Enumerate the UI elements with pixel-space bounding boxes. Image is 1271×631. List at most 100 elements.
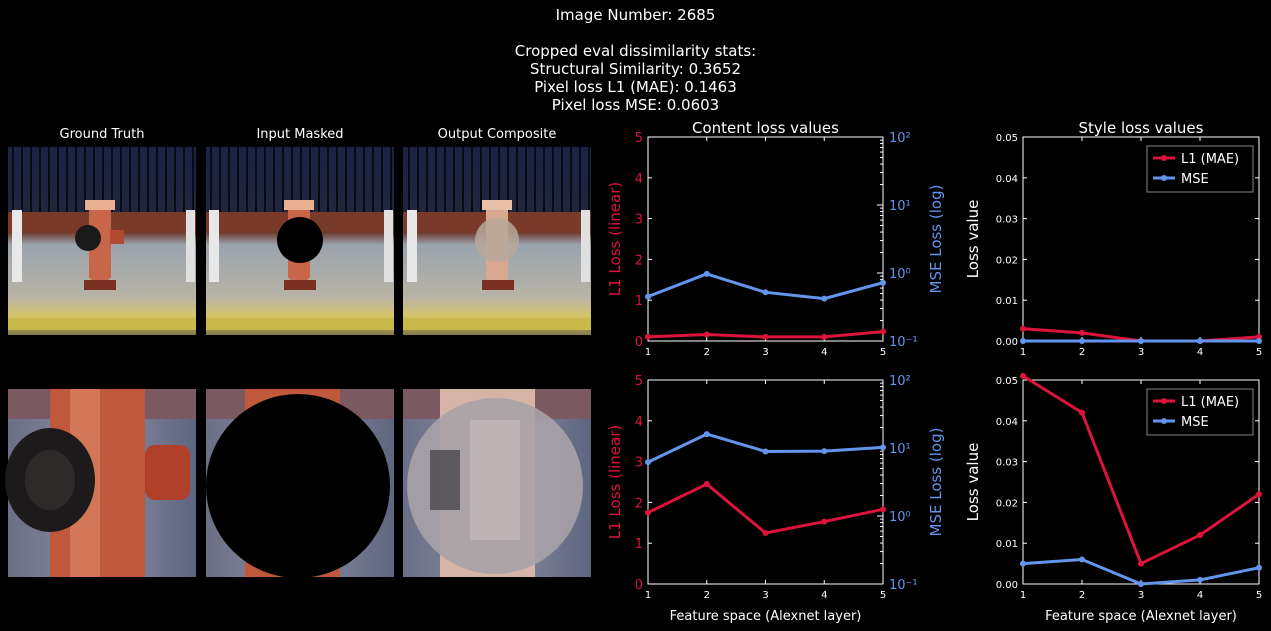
y-tick-label: 0.05	[996, 376, 1018, 387]
l1-data-point	[762, 530, 769, 536]
x-tick-label: 1	[1020, 590, 1026, 601]
y-axis-label: Loss value	[964, 200, 982, 279]
mse-data-point	[703, 431, 710, 438]
x-tick-label: 5	[880, 347, 886, 358]
mse-data-point	[821, 295, 828, 302]
y-tick-label: 2	[635, 496, 643, 511]
y-tick-label: 0.04	[996, 417, 1018, 428]
mse-data-point	[762, 289, 769, 296]
mse-data-point	[821, 448, 828, 455]
x-axis-label: Feature space (Alexnet layer)	[670, 609, 862, 624]
y-tick-label: 3	[635, 456, 643, 471]
legend-marker	[1161, 175, 1167, 181]
mse-data-point	[703, 270, 710, 277]
l1-data-point	[703, 331, 710, 338]
y-right-axis-label: MSE Loss (log)	[927, 428, 945, 537]
l1-data-point	[703, 481, 710, 488]
suptitle-line: Structural Similarity: 0.3652	[529, 60, 742, 78]
mse-data-point	[1138, 581, 1144, 587]
l1-data-point	[880, 506, 886, 513]
y-tick-label: 1	[635, 294, 643, 309]
legend-label: MSE	[1181, 415, 1209, 430]
l1-data-point	[821, 518, 828, 525]
y-axis-label: Loss value	[964, 443, 982, 522]
l1-data-point	[645, 333, 651, 340]
mse-data-point	[1020, 338, 1026, 344]
legend-marker	[1161, 418, 1167, 424]
figure-suptitle: Image Number: 2685 Cropped eval dissimil…	[0, 6, 1271, 114]
x-axis-label: Feature space (Alexnet layer)	[1045, 609, 1237, 624]
x-tick-label: 1	[645, 590, 651, 601]
y-tick-label: 5	[635, 131, 643, 146]
l1-data-point	[762, 333, 769, 340]
mse-data-point	[1138, 338, 1144, 344]
x-tick-label: 4	[821, 347, 827, 358]
y-tick-label: 0.03	[996, 215, 1018, 226]
y-right-tick-label: 10⁻¹	[889, 335, 918, 350]
x-tick-label: 3	[1138, 590, 1144, 601]
y-tick-label: 3	[635, 213, 643, 228]
l1-data-point	[1138, 560, 1144, 567]
mse-data-point	[1197, 576, 1203, 583]
plot-frame	[647, 136, 884, 342]
l1-data-point	[1079, 329, 1085, 336]
legend-marker	[1161, 155, 1167, 161]
y-tick-label: 0.00	[996, 580, 1018, 591]
y-tick-label: 0.03	[996, 458, 1018, 469]
x-tick-label: 4	[1197, 347, 1203, 358]
y-tick-label: 2	[635, 253, 643, 268]
y-tick-label: 0.02	[996, 498, 1018, 509]
mse-data-point	[1256, 338, 1262, 344]
y-tick-label: 0.00	[996, 337, 1018, 348]
suptitle-line: Cropped eval dissimilarity stats:	[514, 42, 757, 60]
x-tick-label: 3	[762, 347, 768, 358]
y-tick-label: 0	[635, 335, 643, 350]
y-right-tick-label: 10⁰	[889, 510, 911, 525]
y-right-tick-label: 10²	[889, 374, 911, 389]
suptitle-line: Pixel loss L1 (MAE): 0.1463	[534, 78, 737, 96]
mse-data-point	[645, 459, 651, 466]
l1-data-point	[1256, 491, 1262, 498]
x-tick-label: 3	[762, 590, 768, 601]
l1-data-point	[1020, 325, 1026, 332]
mse-data-point	[645, 293, 651, 300]
l1-data-point	[880, 328, 886, 335]
y-right-tick-label: 10¹	[889, 442, 911, 457]
y-right-tick-label: 10⁻¹	[889, 578, 918, 593]
mse-data-point	[880, 279, 886, 286]
y-tick-label: 4	[635, 415, 643, 430]
ground-truth-title: Ground Truth	[59, 127, 145, 142]
y-tick-label: 4	[635, 172, 643, 187]
y-tick-label: 0.02	[996, 255, 1018, 266]
y-right-axis-label: MSE Loss (log)	[927, 185, 945, 294]
mse-data-point	[1020, 560, 1026, 567]
legend-label: MSE	[1181, 172, 1209, 187]
l1-data-point	[1079, 409, 1085, 416]
y-tick-label: 0.04	[996, 174, 1018, 185]
x-tick-label: 5	[1256, 590, 1262, 601]
legend-marker	[1161, 398, 1167, 404]
mse-data-point	[880, 444, 886, 451]
legend-box	[1146, 145, 1254, 193]
legend-label: L1 (MAE)	[1181, 152, 1239, 167]
x-tick-label: 5	[880, 590, 886, 601]
l1-data-point	[1020, 372, 1026, 379]
x-tick-label: 4	[1197, 590, 1203, 601]
ground-truth-crop-image	[5, 389, 196, 577]
y-right-tick-label: 10²	[889, 131, 911, 146]
output-composite-crop-image	[403, 389, 591, 577]
output-composite-title: Output Composite	[437, 127, 557, 142]
y-tick-label: 5	[635, 374, 643, 389]
mse-data-point	[1079, 556, 1085, 563]
x-tick-label: 2	[1079, 347, 1085, 358]
chart-title: Content loss values	[692, 119, 839, 137]
output-composite-image	[403, 147, 591, 335]
l1-data-point	[1197, 532, 1203, 539]
chart-title: Style loss values	[1079, 119, 1204, 137]
input-masked-title: Input Masked	[256, 127, 344, 142]
y-right-tick-label: 10⁰	[889, 267, 911, 282]
suptitle-line: Image Number: 2685	[555, 6, 716, 24]
mse-data-point	[1079, 338, 1085, 344]
